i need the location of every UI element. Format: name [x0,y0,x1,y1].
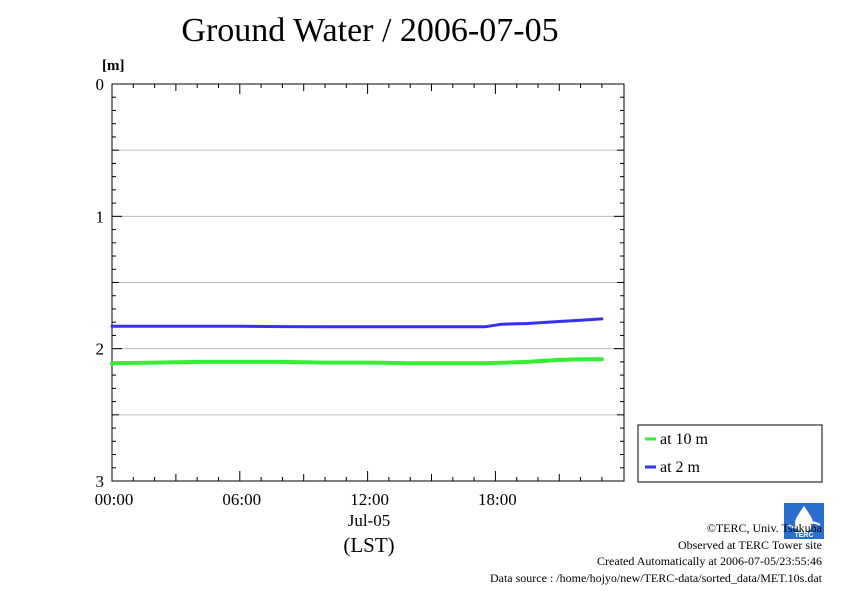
copyright-text: ©TERC, Univ. Tsukuba [706,521,822,535]
terc-logo: TERC [784,503,824,539]
footer-credits: ©TERC, Univ. Tsukuba Observed at TERC To… [490,520,822,586]
axis-ticks: 0 1 2 300:00 06:00 12:00 18:00 [95,75,624,509]
y-tick-label: 1 [96,207,105,226]
x-tick-label: 12:00 [350,490,389,509]
created-text: Created Automatically at 2006-07-05/23:5… [597,554,822,568]
y-tick-label: 0 [96,75,105,94]
y-axis-unit-label: [m] [102,58,125,74]
logo-text: TERC [794,532,813,539]
x-tick-label: 00:00 [95,490,134,509]
x-tick-label: 06:00 [222,490,261,509]
series-lines [110,317,604,366]
y-tick-label: 3 [96,472,105,491]
legend-label: at 10 m [660,431,709,448]
x-tick-label: 18:00 [478,490,517,509]
legend-label: at 2 m [660,459,701,476]
chart-title: Ground Water / 2006-07-05 [181,12,559,49]
series-line-at-2m [110,317,604,329]
grid-lines [112,149,624,416]
x-axis-date-label: Jul-05 [348,511,391,530]
x-axis-label: (LST) [343,533,394,557]
series-line-at-10m [110,357,604,366]
data-source-text: Data source : /home/hojyo/new/TERC-data/… [489,570,822,585]
legend: at 10 m at 2 m [637,424,823,483]
y-tick-label: 2 [96,340,105,359]
legend-box [637,424,823,483]
observed-text: Observed at TERC Tower site [677,537,822,552]
